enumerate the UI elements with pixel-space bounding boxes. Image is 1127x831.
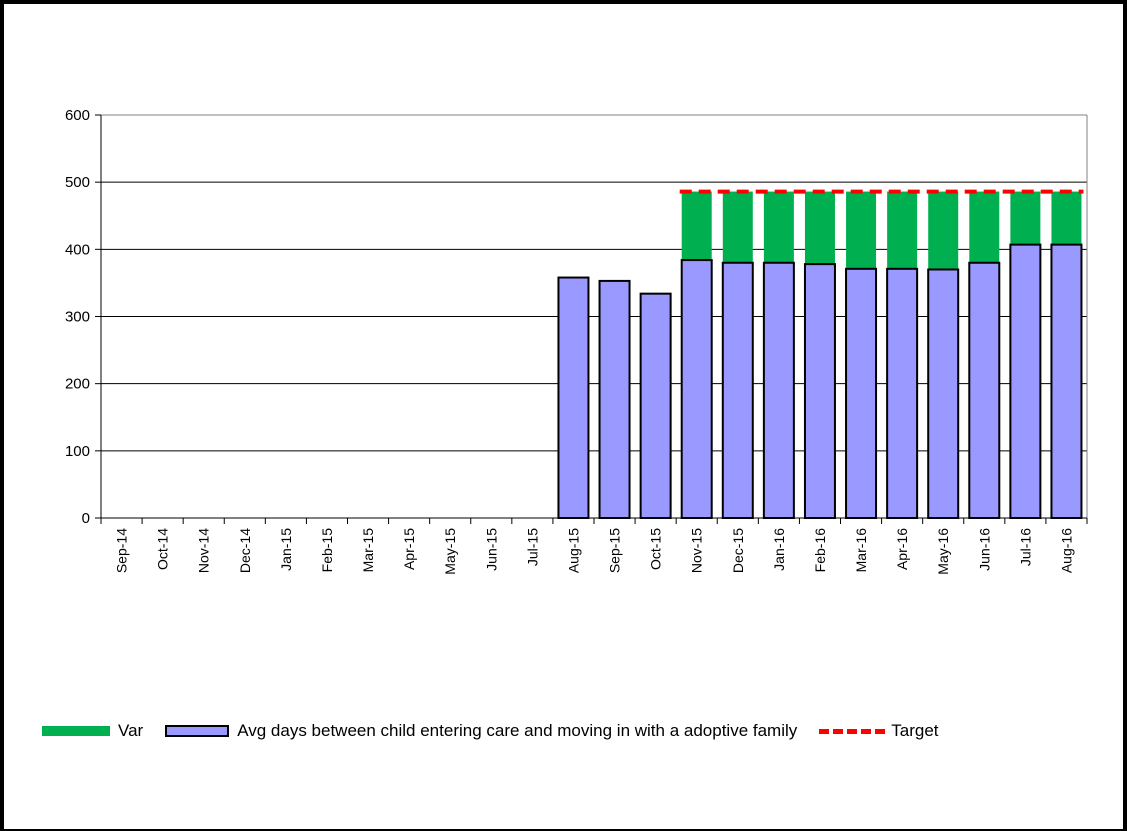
x-tick-label: Oct-15 — [648, 528, 664, 570]
x-tick-label: Jan-16 — [771, 528, 787, 571]
y-tick-label: 400 — [65, 241, 90, 258]
x-tick-label: Mar-15 — [360, 528, 376, 573]
y-tick-label: 500 — [65, 174, 90, 191]
var-bar — [723, 192, 753, 263]
var-bar — [846, 192, 876, 269]
avg-days-bar — [723, 263, 753, 518]
avg-days-bar — [928, 269, 958, 518]
y-tick-label: 300 — [65, 309, 90, 326]
legend-label-var: Var — [118, 721, 143, 741]
bars — [558, 192, 1081, 518]
x-tick-label: Aug-16 — [1058, 528, 1074, 573]
x-tick-label: Feb-15 — [319, 528, 335, 573]
legend-label-avg: Avg days between child entering care and… — [237, 721, 797, 741]
avg-days-bar — [1010, 245, 1040, 518]
x-tick-label: Nov-14 — [196, 528, 212, 573]
avg-days-bar — [805, 264, 835, 518]
x-tick-label: Apr-16 — [894, 528, 910, 570]
legend: Var Avg days between child entering care… — [42, 720, 961, 742]
avg-days-bar — [641, 294, 671, 518]
var-bar — [1051, 192, 1081, 245]
var-bar — [764, 192, 794, 263]
y-tick-label: 0 — [82, 510, 90, 527]
y-tick-label: 200 — [65, 376, 90, 393]
var-bar — [969, 192, 999, 263]
avg-days-bar — [682, 260, 712, 518]
x-tick-label: Mar-16 — [853, 528, 869, 573]
x-tick-label: Apr-15 — [401, 528, 417, 570]
y-tick-label: 100 — [65, 443, 90, 460]
legend-item-target: Target — [819, 721, 938, 741]
x-tick-label: Jul-15 — [524, 528, 540, 566]
x-tick-label: Jan-15 — [278, 528, 294, 571]
legend-swatch-avg — [165, 725, 229, 737]
x-tick-label: Dec-15 — [730, 528, 746, 573]
var-bar — [805, 192, 835, 265]
avg-days-bar — [558, 278, 588, 518]
x-tick-label: Sep-14 — [114, 528, 130, 573]
x-tick-label: Nov-15 — [689, 528, 705, 573]
y-tick-label: 600 — [65, 107, 90, 124]
legend-label-target: Target — [891, 721, 938, 741]
avg-days-bar — [887, 269, 917, 518]
x-tick-label: May-15 — [442, 528, 458, 575]
avg-days-bar — [600, 281, 630, 518]
var-bar — [1010, 192, 1040, 245]
legend-item-avg: Avg days between child entering care and… — [165, 721, 797, 741]
var-bar — [928, 192, 958, 270]
avg-days-bar — [846, 269, 876, 518]
x-tick-label: Dec-14 — [237, 528, 253, 573]
avg-days-bar — [969, 263, 999, 518]
legend-swatch-target — [819, 729, 885, 734]
avg-days-bar — [764, 263, 794, 518]
y-axis-ticks: 0 100 200 300 400 500 600 — [65, 107, 101, 527]
x-tick-label: Jun-15 — [483, 528, 499, 571]
avg-days-bar — [1051, 245, 1081, 518]
x-tick-label: Jul-16 — [1017, 528, 1033, 566]
x-tick-label: Oct-14 — [155, 528, 171, 570]
x-tick-label: Sep-15 — [607, 528, 623, 573]
legend-swatch-var — [42, 726, 110, 736]
x-tick-label: May-16 — [935, 528, 951, 575]
x-tick-label: Aug-15 — [565, 528, 581, 573]
legend-item-var: Var — [42, 721, 143, 741]
x-tick-label: Feb-16 — [812, 528, 828, 573]
var-bar — [682, 192, 712, 261]
var-bar — [887, 192, 917, 269]
x-axis-ticks: Sep-14 Oct-14 Nov-14 Dec-14 Jan-15 Feb-15 Mar-… — [101, 518, 1087, 575]
x-tick-label: Jun-16 — [976, 528, 992, 571]
